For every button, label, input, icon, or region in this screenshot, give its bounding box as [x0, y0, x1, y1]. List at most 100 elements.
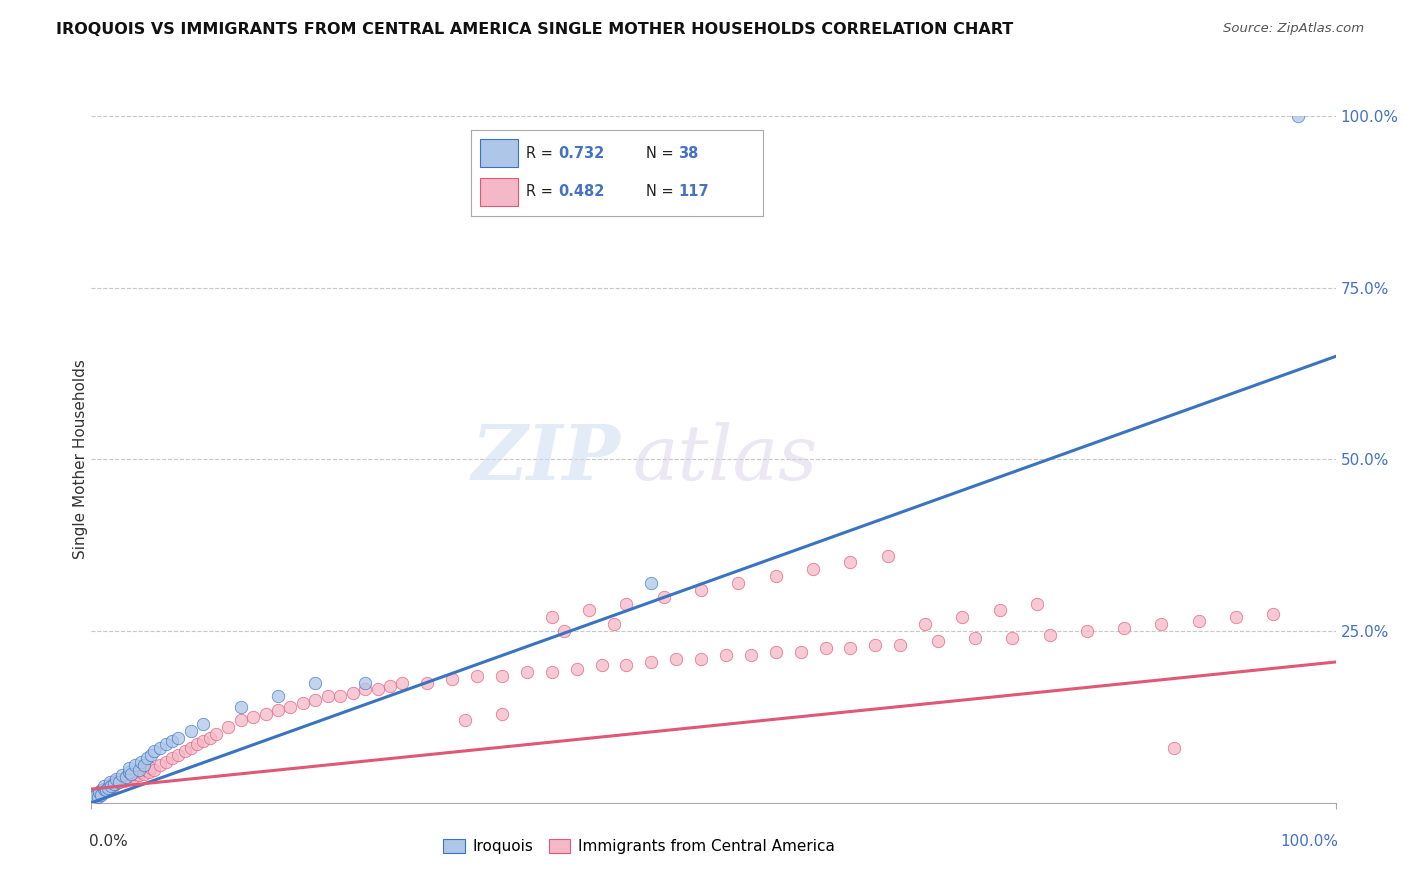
Point	[441, 672, 464, 686]
Point	[304, 692, 326, 706]
Text: ZIP: ZIP	[471, 423, 620, 496]
Point	[367, 682, 389, 697]
Point	[714, 648, 737, 662]
Point	[112, 773, 135, 788]
Point	[125, 767, 148, 781]
Point	[616, 597, 638, 611]
Point	[128, 768, 150, 782]
Point	[603, 617, 626, 632]
Point	[665, 651, 688, 665]
Point	[104, 776, 127, 790]
Point	[465, 669, 488, 683]
Point	[329, 690, 352, 704]
Point	[118, 772, 141, 786]
Point	[267, 690, 290, 704]
Point	[136, 751, 159, 765]
Point	[1286, 109, 1309, 123]
Point	[93, 782, 115, 797]
Point	[1188, 614, 1211, 628]
Point	[814, 641, 837, 656]
Point	[591, 658, 613, 673]
Point	[91, 785, 114, 799]
Point	[107, 775, 129, 789]
Point	[516, 665, 538, 680]
Point	[198, 731, 221, 745]
Point	[1263, 607, 1285, 621]
Point	[82, 792, 104, 806]
Point	[162, 751, 184, 765]
Point	[129, 764, 152, 779]
Point	[963, 631, 986, 645]
Point	[97, 780, 120, 795]
Point	[101, 779, 124, 793]
Text: 0.0%: 0.0%	[89, 834, 128, 848]
Point	[740, 648, 762, 662]
Point	[491, 669, 513, 683]
Point	[105, 773, 128, 788]
Point	[90, 783, 112, 797]
Point	[155, 755, 177, 769]
Point	[167, 731, 190, 745]
Point	[193, 734, 215, 748]
Point	[765, 645, 787, 659]
Point	[107, 775, 129, 789]
Point	[640, 576, 662, 591]
Point	[142, 763, 165, 777]
Point	[690, 582, 713, 597]
Point	[135, 763, 157, 777]
Point	[167, 747, 190, 762]
Point	[93, 782, 115, 797]
Point	[115, 770, 138, 784]
Point	[229, 714, 252, 728]
Point	[138, 764, 160, 779]
Text: 100.0%: 100.0%	[1281, 834, 1339, 848]
Point	[378, 679, 401, 693]
Point	[914, 617, 936, 632]
Point	[103, 775, 125, 789]
Point	[205, 727, 228, 741]
Point	[553, 624, 575, 639]
Point	[1001, 631, 1024, 645]
Point	[727, 576, 749, 591]
Point	[876, 549, 898, 563]
Point	[865, 638, 887, 652]
Point	[565, 662, 588, 676]
Point	[84, 789, 107, 803]
Point	[291, 696, 314, 710]
Point	[118, 764, 141, 779]
Point	[86, 789, 108, 803]
Point	[82, 792, 104, 806]
Point	[1114, 621, 1136, 635]
Point	[87, 785, 110, 799]
Point	[142, 744, 165, 758]
Point	[132, 758, 155, 772]
Point	[391, 675, 413, 690]
Point	[89, 788, 111, 802]
Text: Source: ZipAtlas.com: Source: ZipAtlas.com	[1223, 22, 1364, 36]
Point	[416, 675, 439, 690]
Point	[180, 740, 202, 755]
Point	[87, 785, 110, 799]
Point	[97, 779, 120, 793]
Point	[132, 767, 155, 781]
Point	[839, 641, 862, 656]
Point	[98, 775, 121, 789]
Point	[950, 610, 973, 624]
Point	[96, 780, 118, 795]
Point	[304, 675, 326, 690]
Point	[354, 682, 377, 697]
Point	[83, 789, 105, 803]
Point	[86, 790, 108, 805]
Y-axis label: Single Mother Households: Single Mother Households	[73, 359, 87, 559]
Point	[162, 734, 184, 748]
Point	[1225, 610, 1247, 624]
Point	[173, 744, 195, 758]
Point	[839, 555, 862, 570]
Point	[120, 768, 142, 782]
Point	[1038, 627, 1060, 641]
Point	[1163, 740, 1185, 755]
Point	[242, 710, 264, 724]
Point	[86, 788, 108, 802]
Point	[118, 761, 141, 775]
Point	[84, 790, 107, 805]
